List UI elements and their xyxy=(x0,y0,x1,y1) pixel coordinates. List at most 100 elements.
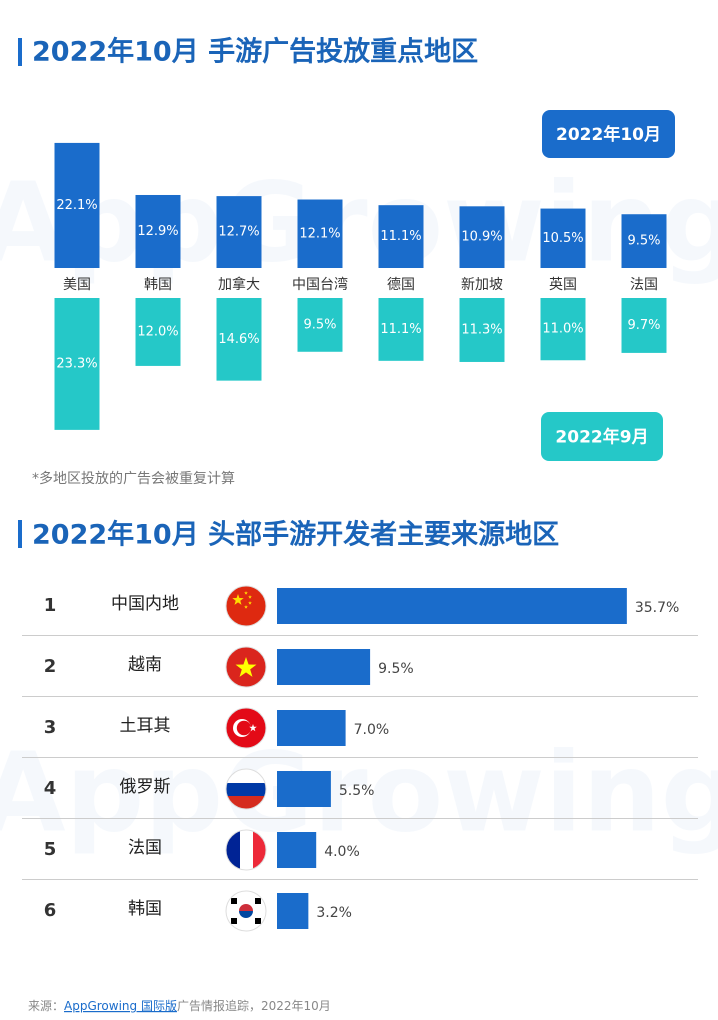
flag-star xyxy=(248,595,252,599)
legend-badge xyxy=(541,412,663,461)
flag-part xyxy=(231,898,237,904)
legend-label: 2022年9月 xyxy=(555,427,648,448)
footnote: *多地区投放的广告会被重复计算 xyxy=(32,470,235,487)
rank: 2 xyxy=(44,656,57,677)
legend-badge xyxy=(542,110,675,158)
bar xyxy=(135,194,181,268)
flag-icon xyxy=(225,646,267,688)
watermark: AppGrowing xyxy=(0,728,718,856)
category-label: 越南 xyxy=(128,655,162,675)
flag-body xyxy=(226,647,266,687)
source-link[interactable]: AppGrowing 国际版 xyxy=(64,999,177,1013)
value-label: 12.9% xyxy=(137,224,178,239)
bar xyxy=(277,588,627,624)
flag-icon xyxy=(225,768,267,810)
category-label: 加拿大 xyxy=(218,276,260,293)
flag-part xyxy=(253,830,266,870)
flag-part xyxy=(236,720,252,736)
flag-body xyxy=(226,708,266,748)
flag-border xyxy=(225,585,267,627)
flag-part xyxy=(231,918,237,924)
category-label: 新加坡 xyxy=(461,277,503,293)
bar xyxy=(277,771,331,807)
rank: 1 xyxy=(44,595,57,616)
flag-border xyxy=(225,768,267,810)
value-label: 9.7% xyxy=(627,318,660,333)
flag-star xyxy=(249,724,257,732)
value-label: 22.1% xyxy=(56,198,97,213)
source-suffix: 广告情报追踪，2022年10月 xyxy=(177,998,331,1013)
category-label: 中国台湾 xyxy=(292,276,348,293)
bar xyxy=(459,206,505,268)
legend-label: 2022年10月 xyxy=(556,124,661,145)
flag-part xyxy=(226,796,266,809)
bar xyxy=(277,893,309,929)
bar xyxy=(216,298,262,381)
bar xyxy=(540,298,586,361)
value-label: 5.5% xyxy=(339,783,375,799)
value-label: 4.0% xyxy=(324,844,360,860)
watermark: AppGrowing xyxy=(0,158,718,286)
flag-body xyxy=(226,830,266,870)
value-label: 10.9% xyxy=(461,230,502,245)
bar xyxy=(540,208,586,268)
value-label: 14.6% xyxy=(218,332,259,347)
flag-star xyxy=(244,591,248,595)
bar xyxy=(54,142,100,268)
category-label: 德国 xyxy=(387,277,415,293)
category-label: 中国内地 xyxy=(111,594,179,614)
flag-part xyxy=(255,898,261,904)
flag-border xyxy=(225,646,267,688)
category-label: 法国 xyxy=(630,277,658,293)
category-label: 韩国 xyxy=(144,277,172,293)
bar xyxy=(297,298,343,352)
bar xyxy=(378,298,424,361)
value-label: 10.5% xyxy=(542,231,583,246)
rank: 5 xyxy=(44,839,57,860)
value-label: 11.3% xyxy=(461,322,502,337)
flag-part xyxy=(239,911,253,918)
flag-part xyxy=(226,830,240,870)
flag-part xyxy=(240,830,253,870)
flag-body xyxy=(226,891,266,931)
flag-star xyxy=(232,594,244,605)
category-label: 法国 xyxy=(128,838,162,858)
bar xyxy=(54,298,100,430)
bar xyxy=(297,199,343,268)
flag-star xyxy=(235,657,257,677)
title-marker xyxy=(18,38,22,66)
flag-star xyxy=(244,605,248,609)
chart-title: 2022年10月 手游广告投放重点地区 xyxy=(32,36,478,68)
flag-icon xyxy=(225,890,267,932)
flag-part xyxy=(255,918,261,924)
flag-body xyxy=(226,586,266,626)
value-label: 9.5% xyxy=(378,661,414,677)
bar xyxy=(621,298,667,353)
flag-border xyxy=(225,890,267,932)
value-label: 11.1% xyxy=(380,322,421,337)
bar xyxy=(621,214,667,268)
value-label: 9.5% xyxy=(627,234,660,249)
bar xyxy=(378,205,424,268)
title-marker xyxy=(18,520,22,548)
source: 来源：AppGrowing 国际版广告情报追踪，2022年10月 xyxy=(28,998,331,1013)
bar xyxy=(277,832,317,868)
value-label: 23.3% xyxy=(56,356,97,371)
rank: 4 xyxy=(44,778,57,799)
value-label: 35.7% xyxy=(635,600,679,616)
rank: 3 xyxy=(44,717,57,738)
bar xyxy=(135,298,181,366)
flag-border xyxy=(225,829,267,871)
category-label: 土耳其 xyxy=(120,716,171,736)
value-label: 12.0% xyxy=(137,324,178,339)
bar xyxy=(277,710,346,746)
flag-part xyxy=(226,769,266,783)
bar xyxy=(216,196,262,268)
bar xyxy=(459,298,505,362)
flag-icon xyxy=(225,829,267,871)
flag-icon xyxy=(225,585,267,627)
source-prefix: 来源： xyxy=(28,999,64,1013)
flag-part xyxy=(239,904,253,911)
category-label: 韩国 xyxy=(128,899,162,919)
